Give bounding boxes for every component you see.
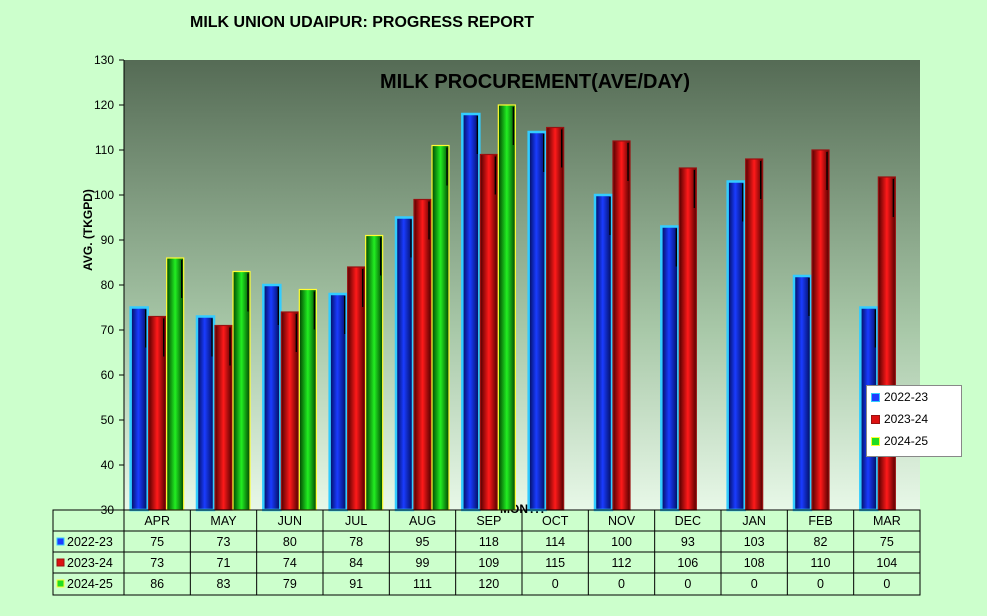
table-cell-value: 83	[217, 577, 231, 591]
table-cell-value: 82	[814, 535, 828, 549]
bar-2023-24-SEP	[479, 153, 498, 511]
y-tick-label: 70	[101, 323, 115, 337]
table-cell-value: 120	[478, 577, 499, 591]
table-cell-value: 118	[479, 535, 499, 549]
table-cell-value: 111	[413, 577, 432, 591]
table-cell-value: 75	[150, 535, 164, 549]
table-cell-value: 0	[883, 577, 890, 591]
legend-label: 2023-24	[884, 412, 929, 426]
table-cell-value: 73	[150, 556, 164, 570]
table-cell-value: 86	[150, 577, 164, 591]
table-cell-value: 74	[283, 556, 297, 570]
table-cell-value: 95	[416, 535, 430, 549]
y-axis-label: AVG. (TKGPD)	[81, 189, 95, 271]
x-tick-label: NOV	[608, 514, 636, 528]
y-tick-label: 110	[95, 143, 114, 157]
legend-label: 2024-25	[884, 434, 929, 448]
x-tick-label: DEC	[675, 514, 701, 528]
bar-2022-23-JAN	[726, 180, 746, 512]
table-cell-value: 99	[416, 556, 430, 570]
bar-2022-23-DEC	[660, 225, 680, 512]
legend-entry-2023-24: 2023-24	[867, 408, 961, 430]
legend-label: 2022-23	[884, 390, 929, 404]
bar-2022-23-NOV	[593, 193, 614, 512]
x-tick-label: SEP	[476, 514, 501, 528]
table-cell-value: 114	[545, 535, 565, 549]
table-cell-value: 80	[283, 535, 297, 549]
table-swatch-icon	[56, 579, 65, 588]
bar-2023-24-AUG	[413, 198, 432, 511]
y-tick-label: 60	[101, 368, 115, 382]
report-title: MILK UNION UDAIPUR: PROGRESS REPORT	[190, 14, 535, 31]
table-cell-value: 0	[552, 577, 559, 591]
table-cell-value: 79	[283, 577, 297, 591]
bar-2023-24-NOV	[612, 140, 631, 511]
table-swatch-icon	[56, 537, 65, 546]
bar-2024-25-SEP	[497, 104, 516, 511]
table-cell-value: 104	[876, 556, 897, 570]
table-series-name: 2024-25	[67, 577, 113, 591]
table-swatch-icon	[56, 558, 65, 567]
bar-2024-25-AUG	[431, 144, 450, 511]
table-series-name: 2022-23	[67, 535, 113, 549]
x-tick-label: JUL	[345, 514, 367, 528]
table-cell-value: 112	[612, 556, 632, 570]
table-cell-value: 109	[478, 556, 499, 570]
bar-2022-23-SEP	[461, 112, 481, 512]
bar-2023-24-JAN	[745, 158, 764, 511]
y-tick-label: 130	[94, 53, 114, 67]
table-cell-value: 100	[611, 535, 632, 549]
y-tick-label: 120	[94, 98, 114, 112]
legend-entry-2024-25: 2024-25	[867, 430, 961, 452]
x-tick-label: JUN	[278, 514, 302, 528]
plot-area	[124, 60, 920, 510]
table-cell-value: 103	[744, 535, 765, 549]
table-cell-value: 75	[880, 535, 894, 549]
bar-2022-23-AUG	[394, 216, 415, 512]
bar-2023-24-FEB	[811, 149, 830, 511]
table-cell-value: 91	[349, 577, 363, 591]
table-cell-value: 106	[677, 556, 698, 570]
table-cell-value: 0	[817, 577, 824, 591]
table-cell-value: 78	[349, 535, 363, 549]
legend: 2022-23 2023-24 2024-25	[866, 385, 962, 457]
table-cell-value: 0	[751, 577, 758, 591]
y-tick-label: 90	[101, 233, 115, 247]
y-tick-label: 50	[101, 413, 115, 427]
y-tick-label: 80	[101, 278, 115, 292]
legend-swatch-icon	[871, 392, 880, 402]
x-tick-label: JAN	[742, 514, 766, 528]
x-tick-label: AUG	[409, 514, 436, 528]
x-tick-label: MAR	[873, 514, 901, 528]
table-cell-value: 0	[618, 577, 625, 591]
table-cell-value: 110	[811, 556, 831, 570]
chart-title: MILK PROCUREMENT(AVE/DAY)	[380, 71, 690, 93]
x-tick-label: APR	[144, 514, 170, 528]
x-tick-label: OCT	[542, 514, 569, 528]
x-tick-label: MAY	[210, 514, 237, 528]
table-cell-value: 71	[217, 556, 231, 570]
table-cell-value: 115	[545, 556, 565, 570]
table-cell-value: 84	[349, 556, 363, 570]
legend-swatch-icon	[871, 414, 880, 424]
table-series-name: 2023-24	[67, 556, 113, 570]
bar-2024-25-JUL	[365, 234, 384, 511]
bar-2023-24-DEC	[678, 167, 697, 511]
table-cell-value: 73	[217, 535, 231, 549]
x-tick-label: FEB	[808, 514, 832, 528]
table-cell-value: 93	[681, 535, 695, 549]
bar-2022-23-OCT	[527, 130, 547, 512]
table-cell-value: 108	[744, 556, 765, 570]
y-tick-label: 100	[94, 188, 114, 202]
y-tick-label: 40	[101, 458, 115, 472]
legend-swatch-icon	[871, 436, 880, 446]
table-cell-value: 0	[684, 577, 691, 591]
legend-entry-2022-23: 2022-23	[867, 386, 961, 408]
bar-2023-24-OCT	[546, 126, 565, 511]
bar-2023-24-MAR	[877, 176, 896, 511]
